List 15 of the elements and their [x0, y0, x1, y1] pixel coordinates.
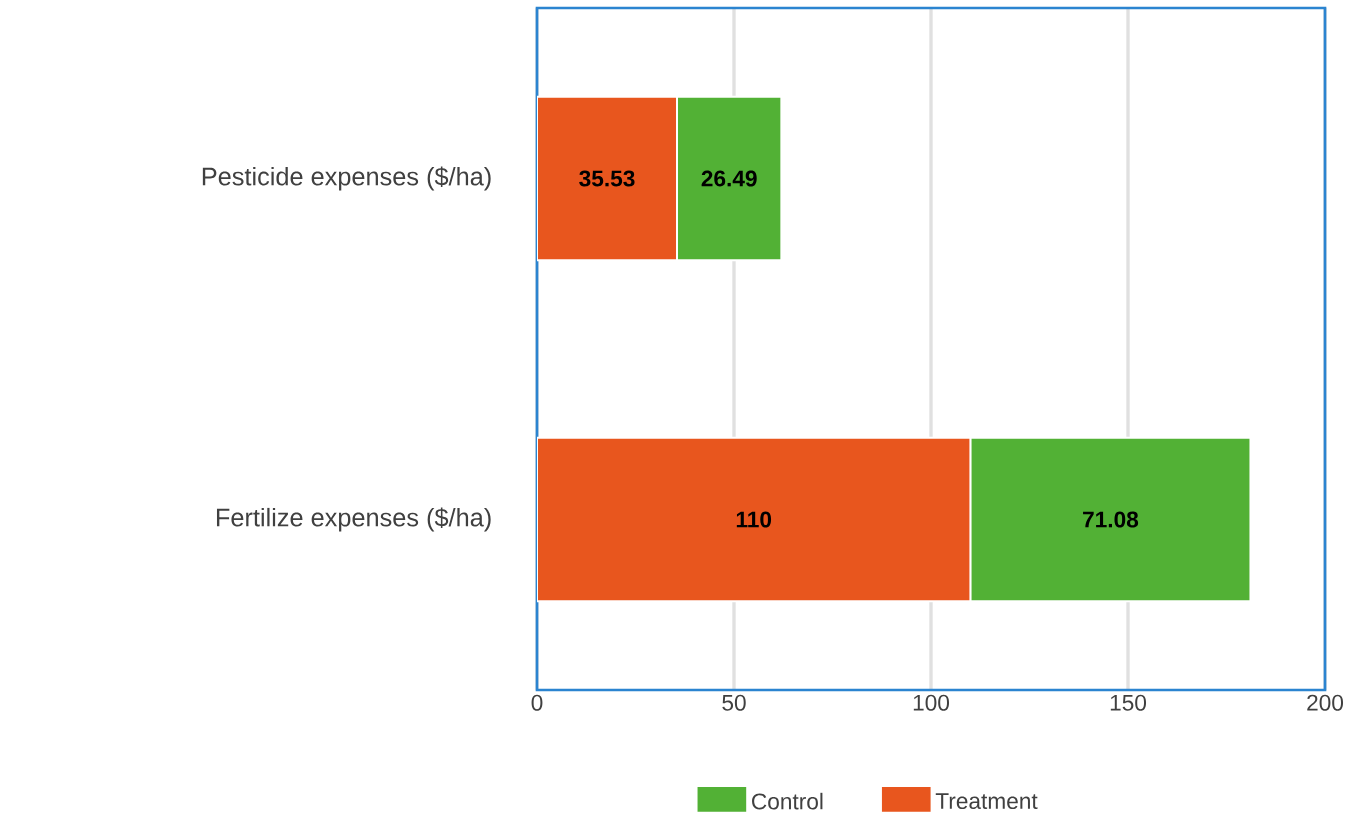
x-tick-label: 100	[913, 694, 950, 711]
legend-label: Control	[752, 792, 823, 810]
data-label: 35.53	[579, 170, 635, 187]
bar	[537, 436, 972, 603]
y-tick-label: Fertilize expenses ($/ha)	[216, 507, 491, 532]
x-tick-label: 0	[531, 694, 543, 711]
x-tick-label: 50	[722, 694, 746, 711]
y-tick-label: Pesticide expenses ($/ha)	[202, 166, 491, 191]
bar	[537, 95, 678, 262]
x-tick-label: 200	[1307, 694, 1344, 711]
x-tick-label: 150	[1110, 694, 1147, 711]
data-label: 110	[736, 511, 772, 528]
data-label: 26.49	[701, 170, 757, 187]
legend-label: Treatment	[935, 793, 1038, 810]
data-label: 71.08	[1083, 511, 1139, 528]
